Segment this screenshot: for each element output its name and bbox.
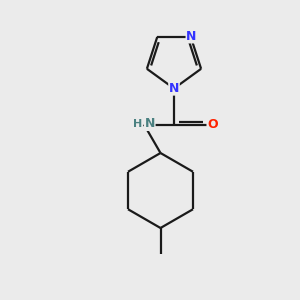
Text: O: O [207,118,218,131]
Text: N: N [169,82,179,95]
Text: H: H [133,119,142,129]
Text: N: N [145,117,155,130]
Text: N: N [186,30,197,43]
